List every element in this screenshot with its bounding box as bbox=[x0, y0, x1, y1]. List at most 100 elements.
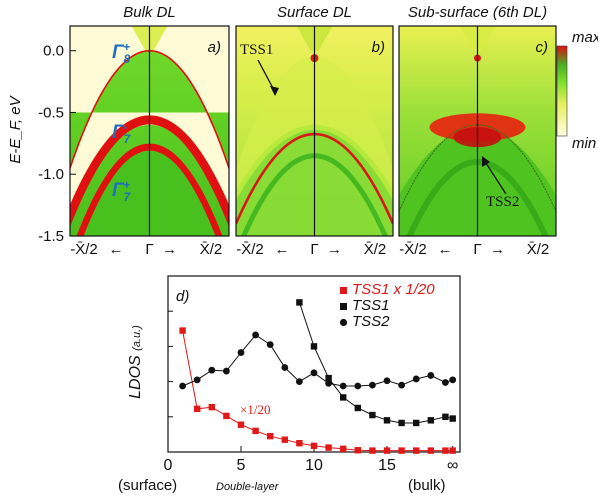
x-tick-label: -X̄/2 bbox=[236, 241, 264, 258]
panel-title: Bulk DL bbox=[123, 4, 176, 21]
band-panel-1 bbox=[70, 26, 229, 236]
series-point bbox=[383, 417, 391, 424]
label-gamma7-plus: Γ7+ bbox=[112, 179, 131, 204]
x-tick-label: X̄/2 bbox=[364, 241, 387, 258]
series-point bbox=[193, 376, 201, 384]
series-point bbox=[325, 374, 332, 382]
ldos-annotation: ×1/20 bbox=[240, 402, 270, 417]
colorbar bbox=[556, 45, 568, 137]
x-tick-label: Γ bbox=[473, 241, 481, 258]
series-point bbox=[252, 427, 259, 435]
series-point bbox=[208, 403, 215, 411]
tss2-arrow-head bbox=[482, 156, 490, 167]
x-tick-label: ← bbox=[438, 241, 453, 258]
series-point bbox=[413, 419, 420, 427]
legend-entry: TSS2 bbox=[352, 313, 390, 330]
series-point bbox=[281, 436, 288, 443]
ldos-x-tick-label: 0 bbox=[164, 457, 173, 474]
ldos-xlabel: Double-layer bbox=[216, 481, 280, 493]
ldos-x-tick-label: 10 bbox=[305, 457, 323, 474]
series-point bbox=[310, 343, 318, 350]
ldos-ylabel: LDOS (a.u.) bbox=[127, 325, 144, 399]
series-point bbox=[325, 444, 332, 451]
series-point bbox=[310, 369, 318, 377]
legend-marker bbox=[340, 287, 347, 294]
series-point bbox=[179, 327, 186, 334]
y-tick-label: -1.5 bbox=[38, 228, 64, 245]
series-point bbox=[223, 367, 230, 375]
series-point bbox=[296, 299, 303, 306]
series-point bbox=[398, 447, 405, 454]
series-point bbox=[398, 381, 405, 389]
colorbar-min-label: min bbox=[572, 135, 596, 152]
series-point bbox=[412, 375, 420, 383]
series-point bbox=[296, 378, 303, 385]
legend-entry: TSS1 x 1/20 bbox=[352, 281, 435, 298]
series-point bbox=[194, 405, 201, 413]
legend-marker bbox=[339, 318, 348, 327]
x-tick-label: -X̄/2 bbox=[70, 241, 98, 258]
series-point bbox=[267, 432, 274, 440]
series-point bbox=[237, 421, 245, 428]
panel-frame bbox=[398, 25, 557, 237]
series-point bbox=[310, 442, 318, 450]
series-point bbox=[208, 366, 216, 374]
series-point bbox=[442, 413, 449, 420]
series-point bbox=[449, 415, 456, 422]
series-point bbox=[383, 447, 391, 454]
x-tick-label: → bbox=[490, 241, 505, 258]
legend-entry: TSS1 bbox=[352, 297, 390, 314]
series-point bbox=[354, 447, 361, 454]
band-panel-2 bbox=[236, 26, 393, 236]
label-gamma7-minus: Γ7- bbox=[112, 121, 131, 146]
series-point bbox=[266, 341, 274, 349]
tss2-arrow-line bbox=[483, 159, 507, 195]
series-point bbox=[413, 447, 420, 454]
series-point bbox=[339, 382, 347, 390]
ldos-x-tick-label: ∞ bbox=[447, 457, 458, 474]
series-point bbox=[223, 412, 230, 420]
x-tick-label: X̄/2 bbox=[200, 241, 223, 258]
label-gamma8-plus: Γ8+ bbox=[112, 41, 131, 66]
series-point bbox=[369, 381, 376, 389]
x-tick-label: → bbox=[162, 241, 177, 258]
panel-title: Surface DL bbox=[277, 4, 352, 21]
series-line-2 bbox=[182, 334, 453, 387]
series-point bbox=[325, 379, 332, 387]
series-point bbox=[442, 447, 449, 454]
panel-tag: b) bbox=[372, 39, 385, 56]
series-point bbox=[427, 447, 434, 454]
ldos-x-tick-label: 5 bbox=[237, 457, 246, 474]
panel-title: Sub-surface (6th DL) bbox=[408, 4, 547, 21]
series-point bbox=[340, 445, 347, 453]
tss1-faint bbox=[399, 124, 556, 212]
series-point bbox=[354, 404, 361, 412]
series-point bbox=[296, 440, 303, 447]
ldos-xlabel-left: (surface) bbox=[118, 477, 177, 494]
series-point bbox=[354, 382, 362, 390]
x-tick-label: → bbox=[327, 241, 342, 258]
panel-tag: a) bbox=[208, 39, 221, 56]
series-point bbox=[427, 417, 434, 424]
ldos-x-tick-label: 15 bbox=[378, 457, 396, 474]
tss1-arrow-head bbox=[270, 86, 279, 96]
band-ylabel: E-E_F, eV bbox=[7, 94, 24, 163]
series-point bbox=[383, 377, 391, 385]
x-tick-label: ← bbox=[275, 241, 290, 258]
series-point bbox=[237, 349, 245, 356]
ldos-tag: d) bbox=[176, 288, 189, 305]
x-tick-label: Γ bbox=[310, 241, 318, 258]
y-tick-label: -1.0 bbox=[38, 166, 64, 183]
x-tick-label: Γ bbox=[145, 241, 153, 258]
series-point bbox=[340, 394, 347, 401]
series-point bbox=[398, 419, 405, 427]
series-point bbox=[442, 379, 449, 386]
x-tick-label: -X̄/2 bbox=[399, 241, 427, 258]
colorbar-max-label: max bbox=[572, 29, 598, 46]
label-tss1: TSS1 bbox=[240, 42, 273, 58]
series-point bbox=[369, 447, 376, 454]
series-point bbox=[252, 331, 259, 339]
panel-tag: c) bbox=[536, 39, 549, 56]
series-point bbox=[449, 447, 456, 454]
